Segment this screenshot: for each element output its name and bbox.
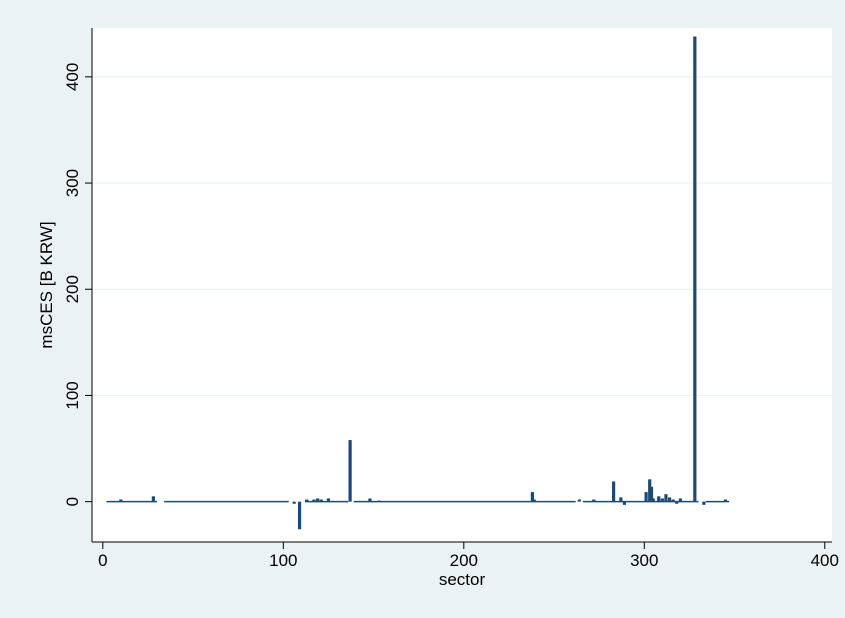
plot-area (92, 28, 832, 542)
bar (649, 486, 654, 502)
bar (326, 498, 331, 502)
x-tick-label: 100 (269, 551, 297, 570)
bar (651, 498, 655, 502)
x-axis-title: sector (439, 570, 486, 589)
bar (297, 501, 302, 530)
x-axis-ticks: 0 100 200 300 400 (98, 542, 839, 570)
bar (348, 440, 352, 502)
gridlines (92, 76, 832, 397)
bar (612, 481, 616, 502)
y-axis-ticks: 0 100 200 300 400 (63, 63, 92, 506)
bar (675, 501, 679, 504)
y-axis-title: msCES [B KRW] (37, 221, 56, 348)
y-tick-label: 100 (63, 381, 82, 409)
x-tick-label: 0 (98, 551, 107, 570)
bar (577, 499, 581, 502)
bar (622, 501, 627, 505)
y-tick-label: 300 (63, 169, 82, 197)
bar (648, 479, 652, 502)
bar (619, 497, 623, 502)
bar (657, 496, 661, 502)
bar (530, 492, 534, 502)
axes (91, 28, 832, 543)
bar (305, 499, 309, 502)
bar (693, 36, 697, 502)
bar (368, 498, 372, 502)
x-tick-label: 400 (811, 551, 839, 570)
bar (316, 498, 320, 502)
y-tick-label: 0 (63, 497, 82, 506)
bars (119, 36, 728, 530)
bar (119, 499, 123, 502)
x-tick-label: 200 (450, 551, 478, 570)
bar (678, 498, 682, 502)
bar (151, 496, 155, 502)
bar (644, 492, 648, 502)
bar (292, 501, 296, 504)
bar (671, 499, 675, 502)
x-tick-label: 300 (630, 551, 658, 570)
bar (532, 499, 536, 502)
bar (667, 497, 672, 502)
bar (592, 499, 596, 502)
bar (664, 494, 668, 502)
y-tick-label: 400 (63, 63, 82, 91)
bar (312, 499, 316, 502)
bar (660, 498, 664, 502)
bar (702, 501, 706, 505)
bar (723, 499, 728, 502)
y-tick-label: 200 (63, 275, 82, 303)
bar (319, 499, 323, 502)
bar (377, 500, 381, 502)
